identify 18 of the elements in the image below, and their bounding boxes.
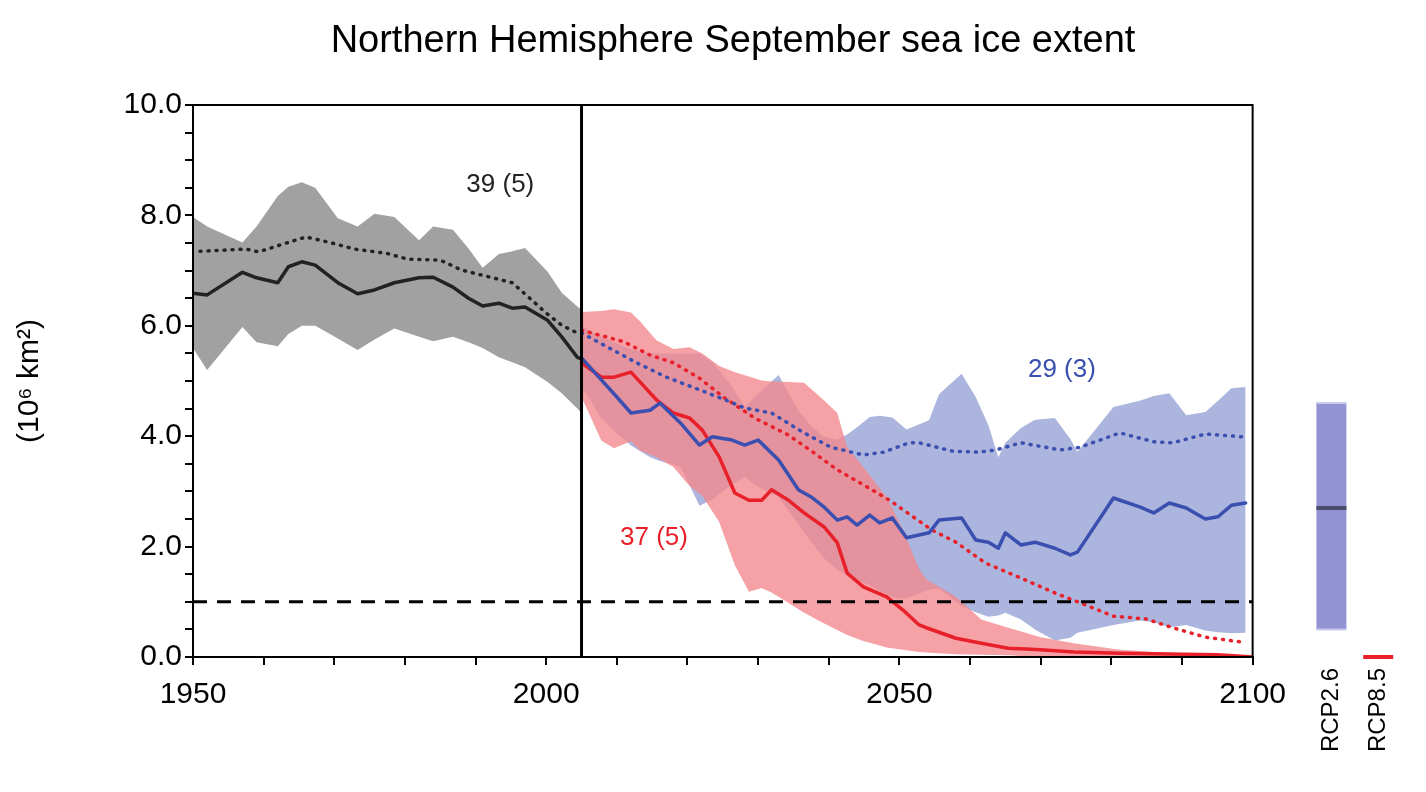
y-axis-title: (10⁶ km²)	[11, 318, 45, 444]
annotation: 39 (5)	[466, 168, 535, 199]
y-tick-label: 4.0	[140, 417, 182, 451]
x-tick-label: RCP8.5	[1362, 668, 1390, 753]
y-tick-label: 0.0	[140, 638, 182, 672]
y-tick-label: 10.0	[123, 86, 182, 120]
y-tick-label: 6.0	[140, 307, 182, 341]
x-tick-label: 1950	[159, 676, 227, 710]
x-tick-label: RCP2.6	[1316, 668, 1344, 753]
x-tick-label: 2050	[866, 676, 933, 710]
annotation: 29 (3)	[1027, 353, 1096, 384]
chart-title: Northern Hemisphere September sea ice extent	[329, 17, 1137, 62]
x-tick-label: 2000	[512, 676, 580, 710]
line-series	[198, 235, 580, 335]
x-tick-label: 2100	[1219, 676, 1287, 710]
y-tick-label: 2.0	[140, 527, 182, 561]
annotation: 37 (5)	[619, 521, 688, 552]
y-tick-label: 8.0	[140, 196, 182, 230]
